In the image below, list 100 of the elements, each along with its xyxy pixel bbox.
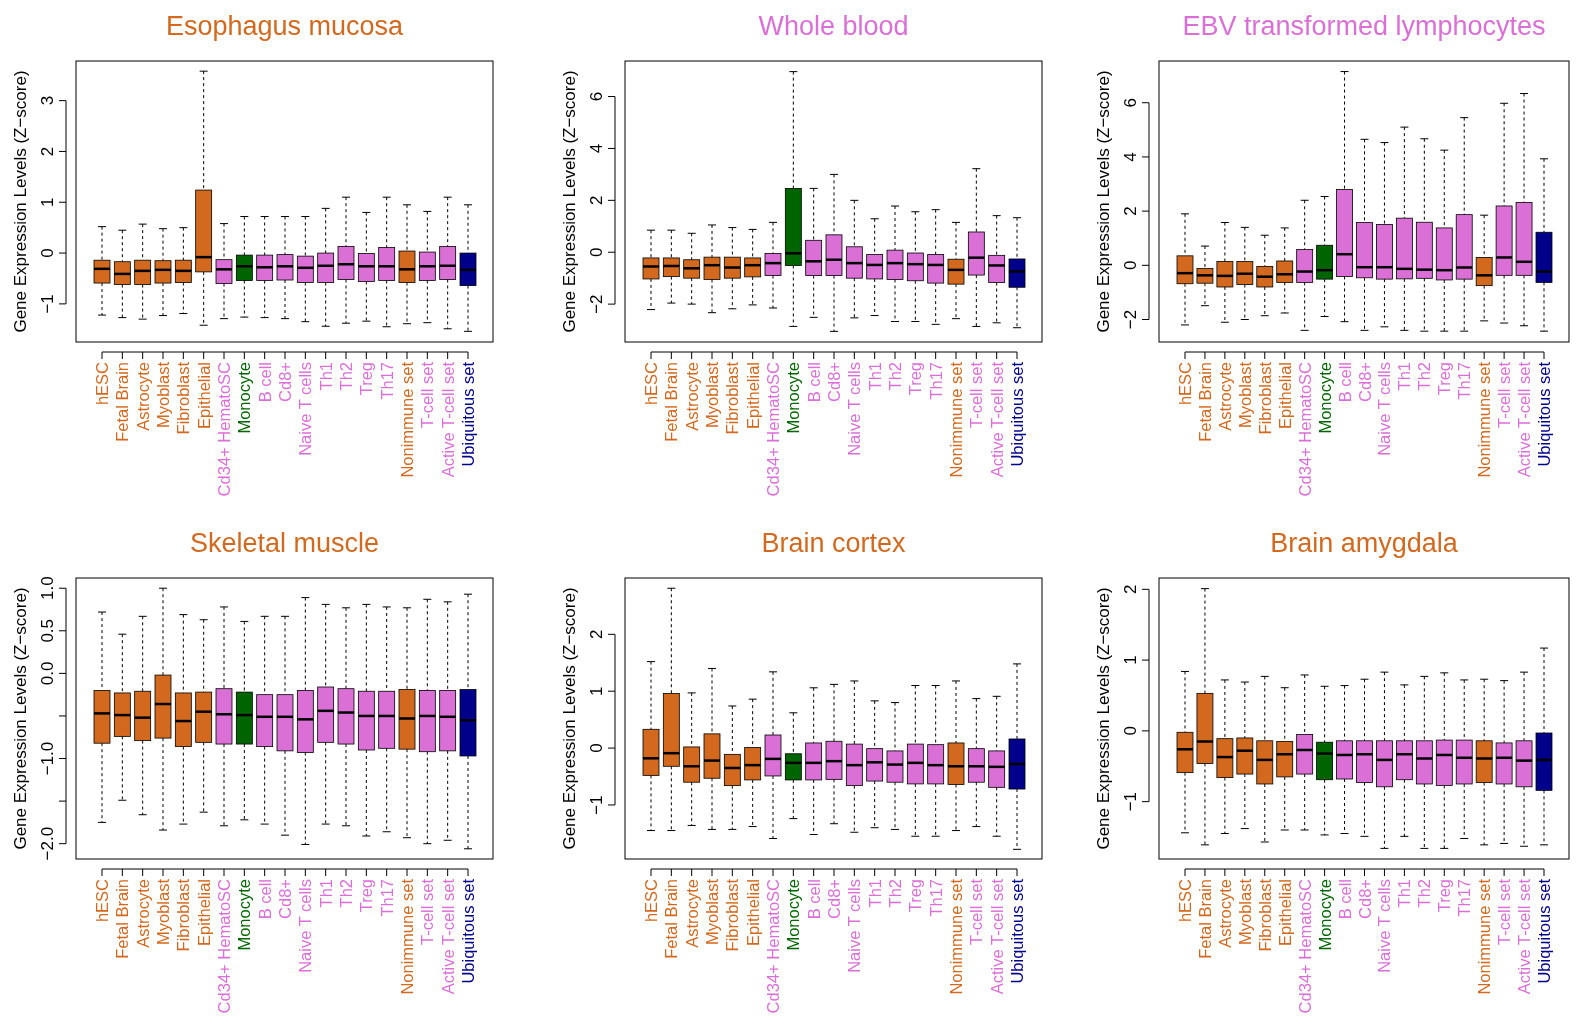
y-axis-title: Gene Expression Levels (Z−score)	[560, 587, 579, 850]
x-tick-label: Ubiquitous set	[1008, 361, 1026, 467]
x-tick-label: Nonimmune set	[398, 361, 416, 478]
x-tick-label: Cd8+	[276, 879, 294, 919]
y-tick-label: 0	[587, 247, 606, 257]
x-tick-label: Myoblast	[1235, 361, 1254, 429]
x-tick-label: Astrocyte	[133, 879, 152, 948]
x-tick-label: Cd34+ HematoSC	[1295, 361, 1314, 497]
x-tick-label: Cd8+	[1355, 879, 1374, 919]
x-tick-label: Monocyte	[784, 362, 803, 434]
x-tick-label: Myoblast	[154, 361, 172, 429]
x-tick-label: Naive T cells	[296, 362, 315, 456]
x-tick-label: Active T-cell set	[438, 361, 457, 478]
x-tick-label: Cd8+	[825, 879, 843, 919]
y-tick-label: −2	[1121, 309, 1140, 330]
x-tick-label: Active T-cell set	[1515, 361, 1534, 478]
y-tick-label: 1	[587, 686, 606, 696]
x-tick-label: Astrocyte	[1215, 362, 1234, 431]
x-tick-label: Astrocyte	[682, 362, 701, 431]
x-tick-label: Th17	[377, 879, 396, 917]
x-tick-label: Treg	[357, 879, 376, 913]
y-tick-label: 0.5	[38, 618, 57, 643]
x-tick-label: Th17	[1455, 362, 1474, 400]
y-tick-label: 6	[587, 91, 606, 102]
x-tick-label: T-cell set	[967, 878, 986, 946]
y-tick-label: −1	[38, 294, 57, 314]
chart-title: Whole blood	[758, 11, 909, 41]
x-tick-label: Naive T cells	[845, 879, 864, 973]
x-tick-label: Th2	[1415, 362, 1434, 391]
x-tick-label: Cd8+	[276, 362, 294, 402]
x-tick-label: T-cell set	[418, 878, 437, 946]
x-tick-label: B cell	[1335, 879, 1354, 920]
x-tick-label: Cd8+	[1355, 362, 1374, 402]
x-tick-label: Th17	[377, 362, 396, 400]
x-tick-label: Fibroblast	[723, 878, 742, 952]
x-tick-label: Astrocyte	[1215, 879, 1234, 948]
x-tick-label: B cell	[1335, 362, 1354, 403]
x-tick-label: B cell	[255, 362, 274, 403]
y-tick-label: 1	[1121, 655, 1140, 665]
y-tick-label: 2	[38, 146, 57, 157]
y-axis-title: Gene Expression Levels (Z−score)	[11, 70, 30, 333]
x-tick-label: Th1	[316, 879, 335, 908]
x-tick-label: Monocyte	[784, 879, 803, 951]
x-tick-label: T-cell set	[418, 361, 437, 429]
x-tick-label: Cd34+ HematoSC	[215, 878, 233, 1014]
y-tick-label: 4	[587, 143, 606, 154]
y-tick-label: 2	[587, 195, 606, 206]
x-tick-label: hESC	[642, 878, 660, 923]
x-tick-label: Active T-cell set	[987, 361, 1006, 478]
x-tick-label: T-cell set	[967, 361, 986, 429]
x-tick-label: Treg	[906, 879, 925, 913]
y-tick-label: −1.0	[38, 741, 57, 776]
x-tick-label: Cd34+ HematoSC	[215, 361, 233, 497]
x-tick-label: Fibroblast	[174, 361, 193, 435]
x-tick-label: Myoblast	[154, 878, 172, 946]
x-tick-label: Fetal Brain	[662, 362, 681, 442]
x-tick-label: Fetal Brain	[1195, 879, 1214, 959]
chart-title: Skeletal muscle	[189, 528, 380, 558]
x-tick-label: Treg	[1435, 362, 1454, 396]
x-tick-label: Active T-cell set	[438, 878, 457, 995]
x-tick-label: Nonimmune set	[1475, 361, 1494, 478]
x-tick-label: Th17	[926, 879, 945, 917]
x-tick-label: Monocyte	[1315, 879, 1334, 951]
x-tick-label: B cell	[255, 879, 274, 920]
y-tick-label: 0	[1121, 726, 1140, 736]
x-tick-label: Monocyte	[235, 879, 254, 951]
x-tick-label: Cd34+ HematoSC	[764, 361, 782, 497]
x-tick-label: Fibroblast	[1255, 361, 1274, 435]
x-tick-label: B cell	[804, 362, 823, 403]
y-tick-label: 2	[587, 629, 606, 640]
x-tick-label: Ubiquitous set	[1535, 878, 1553, 984]
x-tick-label: Nonimmune set	[1475, 878, 1494, 995]
y-axis-title: Gene Expression Levels (Z−score)	[11, 587, 30, 850]
x-tick-label: Th1	[1395, 362, 1414, 391]
x-tick-label: Th17	[1455, 879, 1474, 917]
x-tick-label: hESC	[1176, 361, 1194, 406]
x-tick-label: Active T-cell set	[987, 878, 1006, 995]
x-tick-label: Th1	[865, 879, 884, 908]
x-tick-label: Myoblast	[703, 361, 721, 429]
x-tick-label: Myoblast	[1235, 878, 1254, 946]
y-tick-label: 3	[38, 95, 57, 106]
x-tick-label: Fetal Brain	[662, 879, 681, 959]
y-tick-label: 4	[1121, 152, 1140, 162]
x-tick-label: Cd34+ HematoSC	[764, 878, 782, 1014]
x-tick-label: hESC	[642, 361, 660, 406]
x-tick-label: Treg	[357, 362, 376, 396]
y-tick-label: 0	[587, 743, 606, 753]
x-tick-label: Active T-cell set	[1515, 878, 1534, 995]
x-tick-label: Epithelial	[743, 362, 762, 429]
y-tick-label: −2.0	[38, 826, 57, 861]
x-tick-label: hESC	[1176, 878, 1194, 923]
x-tick-label: Ubiquitous set	[1535, 361, 1553, 467]
x-tick-label: Astrocyte	[682, 879, 701, 948]
x-tick-label: B cell	[804, 879, 823, 920]
x-tick-label: Epithelial	[1275, 879, 1294, 946]
y-tick-label: −2	[587, 294, 606, 314]
y-tick-label: 1	[38, 197, 57, 207]
y-axis-title: Gene Expression Levels (Z−score)	[1094, 70, 1113, 333]
x-tick-label: Fetal Brain	[1195, 362, 1214, 442]
y-axis-title: Gene Expression Levels (Z−score)	[1094, 587, 1113, 850]
